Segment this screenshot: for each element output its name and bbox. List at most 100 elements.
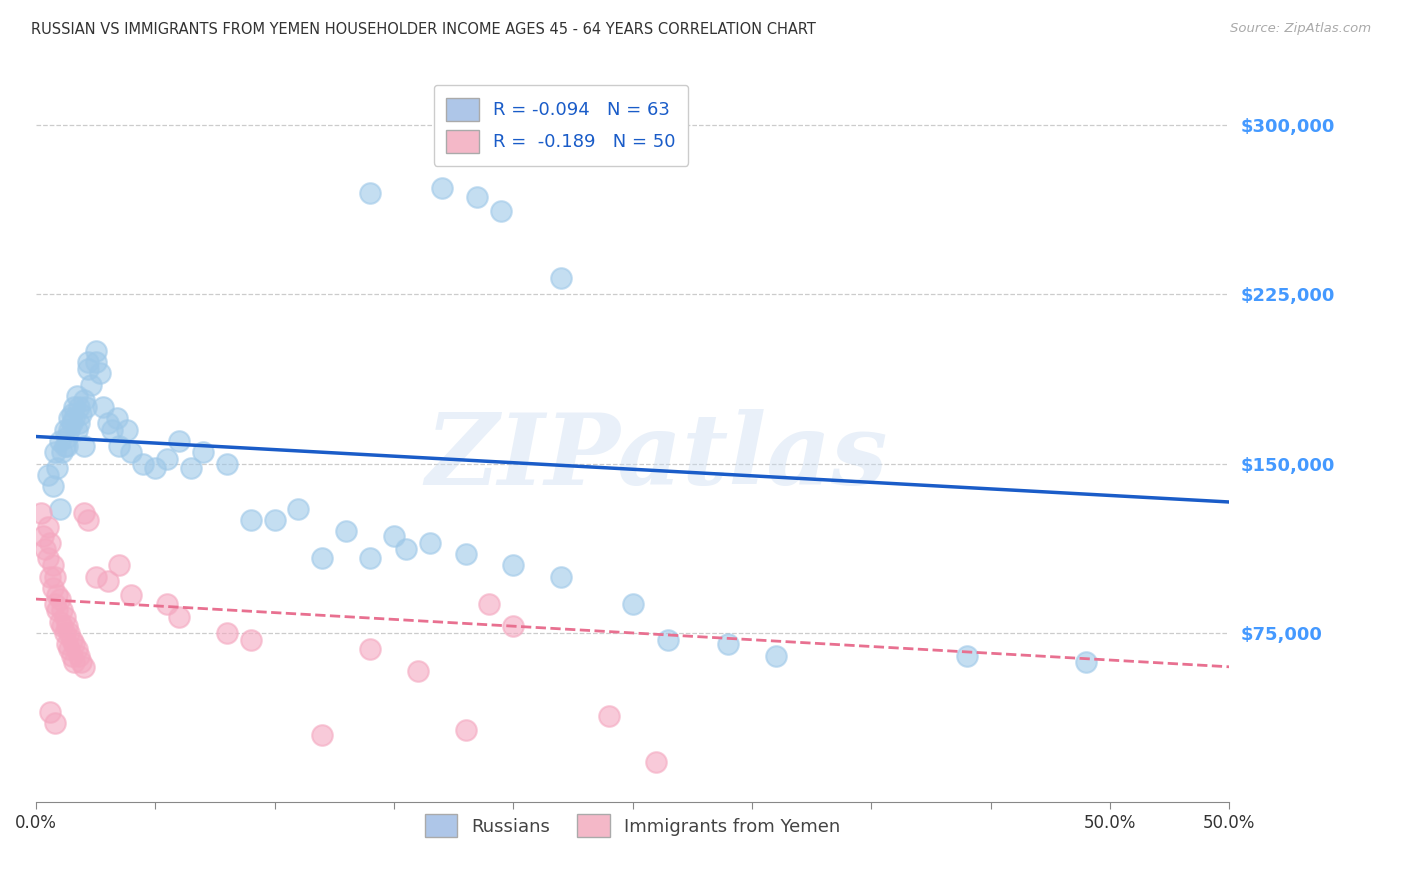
- Point: [454, 723, 477, 737]
- Point: [73, 439, 96, 453]
- Point: [63, 411, 86, 425]
- Point: [77, 355, 100, 369]
- Point: [56, 637, 79, 651]
- Point: [58, 641, 80, 656]
- Point: [406, 665, 429, 679]
- Point: [84, 343, 107, 358]
- Point: [91, 400, 114, 414]
- Point: [65, 389, 87, 403]
- Point: [454, 547, 477, 561]
- Point: [39, 705, 62, 719]
- Point: [73, 393, 96, 408]
- Point: [491, 203, 513, 218]
- Point: [73, 660, 96, 674]
- Point: [89, 367, 111, 381]
- Point: [67, 416, 90, 430]
- Point: [80, 377, 103, 392]
- Point: [550, 569, 572, 583]
- Point: [101, 423, 124, 437]
- Point: [75, 400, 97, 414]
- Point: [70, 655, 93, 669]
- Legend: Russians, Immigrants from Yemen: Russians, Immigrants from Yemen: [418, 807, 848, 845]
- Point: [53, 626, 76, 640]
- Point: [60, 416, 83, 430]
- Point: [51, 619, 73, 633]
- Point: [419, 535, 441, 549]
- Point: [37, 551, 59, 566]
- Point: [84, 569, 107, 583]
- Point: [63, 655, 86, 669]
- Point: [63, 400, 86, 414]
- Point: [44, 716, 66, 731]
- Point: [657, 632, 679, 647]
- Point: [96, 416, 118, 430]
- Point: [717, 637, 740, 651]
- Point: [32, 529, 55, 543]
- Point: [84, 355, 107, 369]
- Point: [395, 542, 418, 557]
- Point: [70, 407, 93, 421]
- Point: [263, 513, 285, 527]
- Point: [502, 619, 524, 633]
- Text: ZIPatlas: ZIPatlas: [425, 409, 887, 506]
- Point: [359, 186, 381, 200]
- Text: Source: ZipAtlas.com: Source: ZipAtlas.com: [1230, 22, 1371, 36]
- Point: [156, 597, 179, 611]
- Point: [645, 755, 668, 769]
- Point: [120, 588, 142, 602]
- Point: [239, 632, 262, 647]
- Point: [311, 551, 333, 566]
- Point: [239, 513, 262, 527]
- Point: [34, 542, 56, 557]
- Point: [1074, 655, 1097, 669]
- Point: [311, 727, 333, 741]
- Point: [46, 461, 69, 475]
- Point: [41, 581, 63, 595]
- Point: [39, 569, 62, 583]
- Point: [67, 400, 90, 414]
- Point: [115, 423, 138, 437]
- Point: [77, 361, 100, 376]
- Point: [215, 626, 238, 640]
- Point: [49, 434, 72, 448]
- Point: [167, 610, 190, 624]
- Point: [382, 529, 405, 543]
- Point: [44, 445, 66, 459]
- Point: [335, 524, 357, 539]
- Text: RUSSIAN VS IMMIGRANTS FROM YEMEN HOUSEHOLDER INCOME AGES 45 - 64 YEARS CORRELATI: RUSSIAN VS IMMIGRANTS FROM YEMEN HOUSEHO…: [31, 22, 815, 37]
- Point: [44, 597, 66, 611]
- Point: [51, 445, 73, 459]
- Point: [49, 592, 72, 607]
- Point: [108, 558, 131, 573]
- Point: [502, 558, 524, 573]
- Point: [765, 648, 787, 663]
- Point: [430, 181, 453, 195]
- Point: [63, 637, 86, 651]
- Point: [478, 597, 501, 611]
- Point: [105, 411, 128, 425]
- Point: [56, 619, 79, 633]
- Point: [58, 423, 80, 437]
- Point: [65, 641, 87, 656]
- Point: [108, 439, 131, 453]
- Point: [60, 632, 83, 647]
- Point: [58, 411, 80, 425]
- Point: [67, 648, 90, 663]
- Point: [191, 445, 214, 459]
- Point: [359, 641, 381, 656]
- Point: [550, 271, 572, 285]
- Point: [53, 610, 76, 624]
- Point: [287, 501, 309, 516]
- Point: [56, 429, 79, 443]
- Point: [53, 423, 76, 437]
- Point: [39, 535, 62, 549]
- Point: [44, 569, 66, 583]
- Point: [180, 461, 202, 475]
- Point: [73, 506, 96, 520]
- Point: [60, 407, 83, 421]
- Point: [37, 520, 59, 534]
- Point: [56, 439, 79, 453]
- Point: [41, 479, 63, 493]
- Point: [41, 558, 63, 573]
- Point: [65, 423, 87, 437]
